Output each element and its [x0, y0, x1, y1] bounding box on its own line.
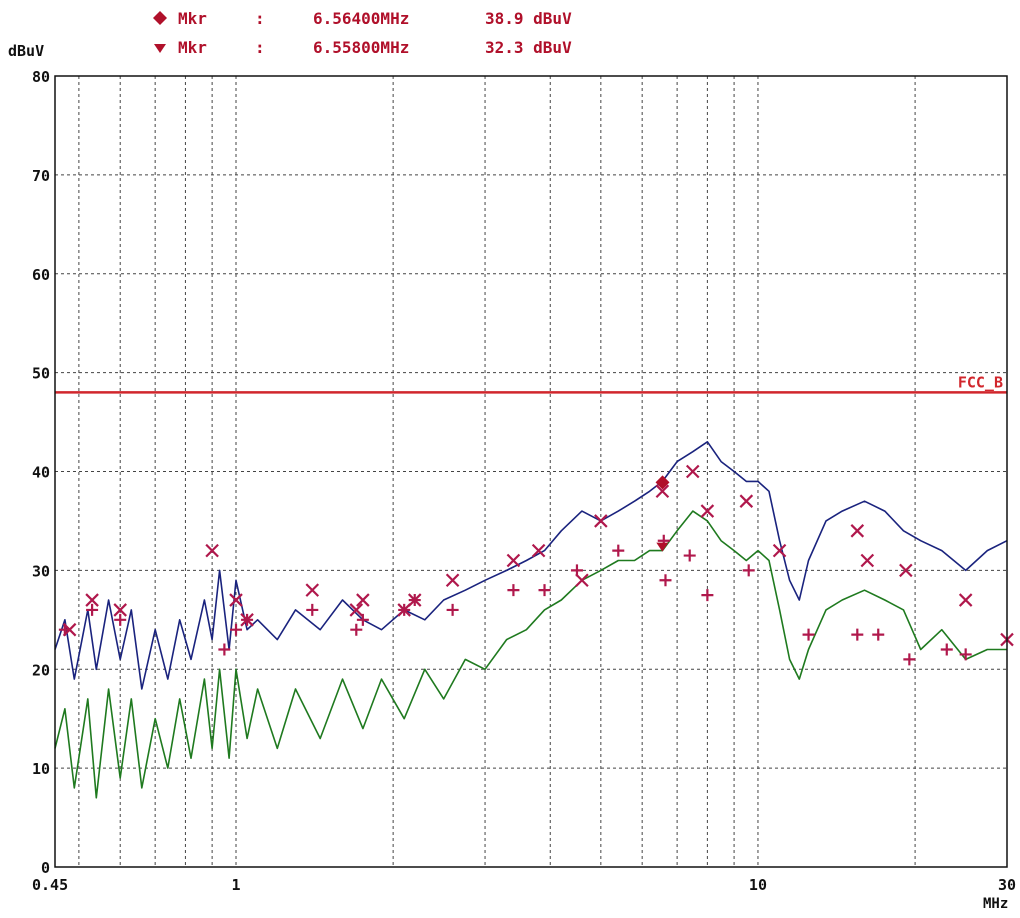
average-mark — [903, 653, 916, 666]
y-tick-label: 20 — [32, 661, 50, 679]
plot-grid — [55, 76, 1007, 867]
quasi-peak-mark — [594, 514, 608, 528]
average-mark — [802, 628, 815, 641]
average-mark — [114, 613, 127, 626]
average-mark — [959, 648, 972, 661]
x-axis-unit: MHz — [983, 896, 1008, 912]
average-mark — [872, 628, 885, 641]
x-tick-label: 30 — [998, 876, 1016, 894]
average-mark — [683, 549, 696, 562]
average-mark — [230, 623, 243, 636]
marker-readout-1: Mkr : 6.56400MHz 38.9 dBuV — [153, 9, 572, 28]
y-tick-label: 70 — [32, 167, 50, 185]
y-axis-label: dBuV — [8, 42, 44, 60]
plot-frame — [54, 75, 1008, 868]
quasi-peak-mark — [700, 504, 715, 518]
quasi-peak-mark — [85, 593, 99, 607]
quasi-peak-mark — [685, 464, 700, 479]
quasi-peak-mark — [349, 603, 364, 617]
y-tick-labels: 0 10 20 30 40 50 60 70 80 — [32, 68, 50, 877]
y-tick-label: 10 — [32, 760, 50, 778]
quasi-peak-mark — [739, 494, 754, 508]
y-tick-label: 50 — [32, 365, 50, 383]
quasi-peak-mark — [506, 553, 521, 568]
quasi-peak-mark — [356, 593, 370, 607]
x-tick-label: 10 — [749, 876, 767, 894]
marker-1-freq: 6.56400MHz — [313, 9, 409, 28]
y-tick-label: 40 — [32, 464, 50, 482]
quasi-peak-mark — [899, 563, 913, 578]
quasi-peak-mark — [772, 543, 787, 558]
detector-marks — [58, 464, 1014, 666]
average-mark — [350, 623, 363, 636]
marker-readout-2: Mkr : 6.55800MHz 32.3 dBuV — [154, 38, 572, 57]
y-tick-label: 80 — [32, 68, 50, 86]
average-mark — [612, 544, 625, 557]
average-mark — [398, 603, 411, 616]
average-mark — [356, 613, 369, 626]
marker-diamond-icon — [153, 11, 167, 25]
average-mark — [446, 603, 459, 616]
average-mark — [86, 603, 99, 616]
marker-2-label: Mkr — [178, 38, 207, 57]
peak-marker-diamond — [655, 475, 670, 490]
traces — [54, 441, 1008, 799]
average-mark — [851, 628, 864, 641]
average-mark — [58, 623, 71, 636]
average-mark — [940, 643, 953, 656]
average-mark — [659, 574, 672, 587]
quasi-peak-mark — [113, 603, 127, 617]
marker-1-label: Mkr — [178, 9, 207, 28]
quasi-peak-mark — [958, 593, 973, 607]
quasi-peak-mark — [850, 524, 865, 538]
x-tick-labels: 0.45 1 10 30 — [32, 876, 1016, 894]
average-mark — [507, 584, 520, 597]
limit-line-label: FCC_B — [958, 373, 1003, 391]
average-trace — [54, 510, 1007, 799]
x-tick-label: 1 — [231, 876, 240, 894]
average-mark — [241, 613, 254, 626]
y-tick-label: 60 — [32, 266, 50, 284]
quasi-peak-mark — [655, 484, 670, 499]
marker-1-sep: : — [255, 9, 265, 28]
avg-marker-triangle — [656, 542, 669, 552]
quasi-peak-mark — [229, 593, 243, 607]
marker-triangle-icon — [154, 44, 166, 53]
average-mark — [306, 603, 319, 616]
y-tick-label: 0 — [41, 859, 50, 877]
quasi-peak-mark — [860, 553, 875, 568]
peak-trace — [54, 441, 1008, 690]
marker-2-sep: : — [255, 38, 265, 57]
x-tick-label: 0.45 — [32, 876, 68, 894]
quasi-peak-mark — [531, 543, 546, 558]
average-mark — [701, 589, 714, 602]
average-mark — [570, 564, 583, 577]
quasi-peak-mark — [445, 573, 460, 588]
average-mark — [218, 643, 231, 656]
average-mark — [538, 584, 551, 597]
marker-2-freq: 6.55800MHz — [313, 38, 409, 57]
quasi-peak-mark — [205, 543, 219, 558]
average-mark — [742, 564, 755, 577]
marker-2-level: 32.3 dBuV — [485, 38, 572, 57]
quasi-peak-mark — [305, 583, 320, 597]
average-mark — [408, 594, 421, 607]
marker-1-level: 38.9 dBuV — [485, 9, 572, 28]
limit-line: FCC_B — [55, 373, 1007, 394]
y-tick-label: 30 — [32, 562, 50, 580]
